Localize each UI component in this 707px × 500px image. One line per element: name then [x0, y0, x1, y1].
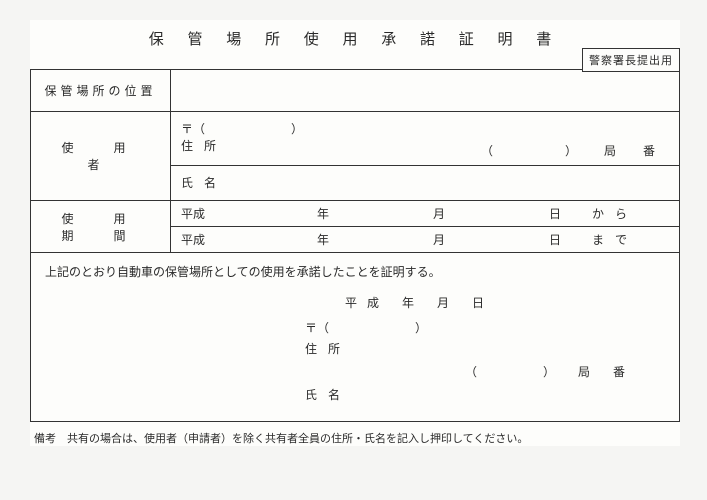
label-user: 使 用 者: [31, 112, 171, 201]
field-user: 〒（ ） 住 所 （ ） 局 番 氏: [171, 112, 680, 201]
certification-block: 上記のとおり自動車の保管場所としての使用を承諾したことを証明する。 平成 年 月…: [30, 253, 680, 422]
phone-ban: 番: [643, 144, 667, 158]
period-to-line: 平成 年 月 日 ま で: [171, 227, 679, 252]
address-label: 住 所: [181, 139, 220, 153]
certifier-name[interactable]: 氏 名 印: [305, 386, 665, 403]
field-period[interactable]: 平成 年 月 日 か ら 平成 年 月 日 ま で: [171, 201, 680, 253]
postal-suffix: ）: [291, 122, 303, 136]
user-address-cell[interactable]: 〒（ ） 住 所 （ ） 局 番: [171, 112, 679, 166]
user-name-cell[interactable]: 氏 名: [171, 166, 679, 200]
certifier-phone[interactable]: （ ） 局 番: [45, 363, 665, 380]
certification-date[interactable]: 平成 年 月 日: [345, 294, 665, 311]
row-user: 使 用 者 〒（ ） 住 所 （ ） 局: [31, 112, 680, 201]
form-page: 保 管 場 所 使 用 承 諾 証 明 書 警察署長提出用 保管場所の位置 使 …: [30, 20, 680, 446]
footnote: 備考 共有の場合は、使用者（申請者）を除く共有者全員の住所・氏名を記入し押印して…: [30, 430, 680, 446]
label-period: 使 用 期 間: [31, 201, 171, 253]
submission-stamp-box: 警察署長提出用: [582, 48, 680, 72]
postal-prefix: 〒（: [181, 122, 205, 136]
certifier-address[interactable]: 住 所: [305, 340, 665, 357]
label-location: 保管場所の位置: [31, 70, 171, 112]
certification-text: 上記のとおり自動車の保管場所としての使用を承諾したことを証明する。: [45, 263, 665, 280]
phone-close: ）: [565, 144, 589, 158]
name-label: 氏 名: [181, 176, 220, 190]
form-table: 保管場所の位置 使 用 者 〒（ ） 住 所: [30, 69, 680, 253]
phone-open: （: [481, 144, 505, 158]
row-period: 使 用 期 間 平成 年 月 日 か ら 平成 年: [31, 201, 680, 253]
row-location: 保管場所の位置: [31, 70, 680, 112]
phone-kyoku: 局: [604, 144, 628, 158]
period-from-line: 平成 年 月 日 か ら: [171, 201, 679, 227]
field-location[interactable]: [171, 70, 680, 112]
certifier-postal[interactable]: 〒（ ）: [305, 319, 665, 336]
